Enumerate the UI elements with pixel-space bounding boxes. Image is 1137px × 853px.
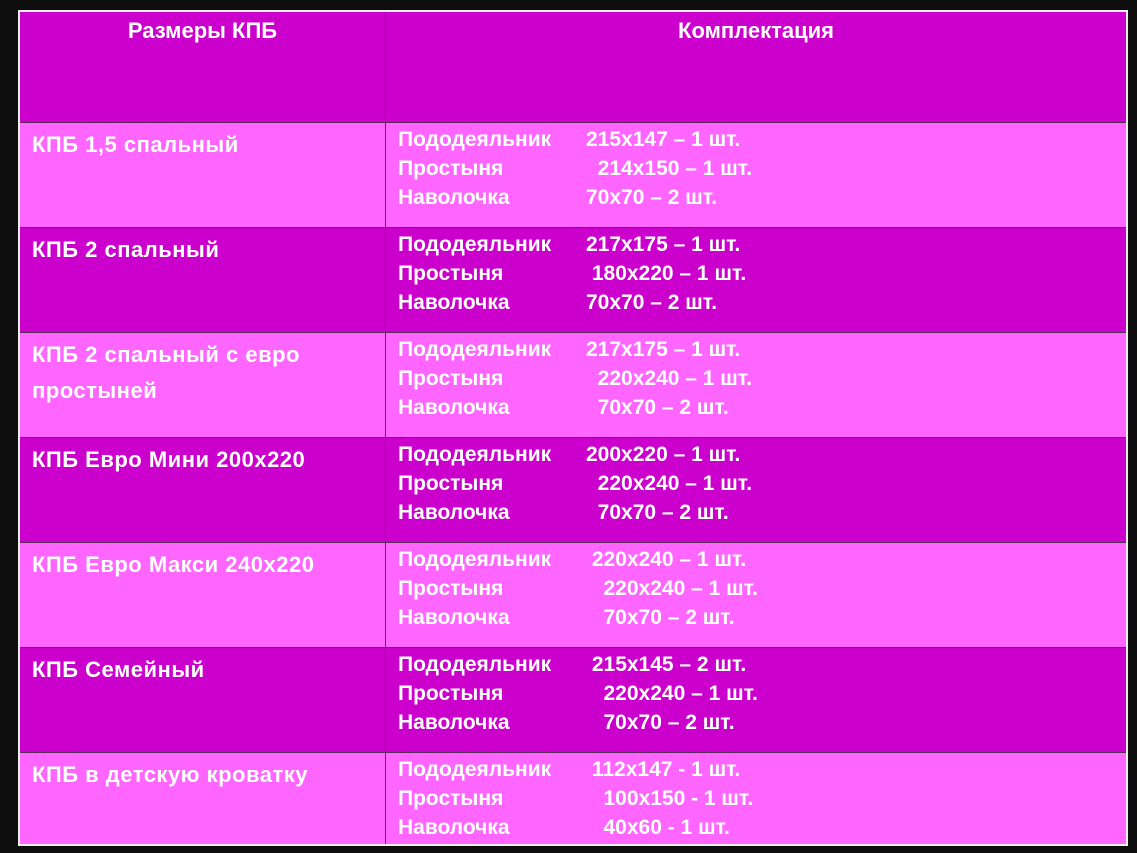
list-item: Пододеяльник 200х220 – 1 шт. xyxy=(398,440,1114,469)
item-label: Наволочка xyxy=(398,711,510,734)
item-value: 70х70 – 2 шт. xyxy=(586,396,729,419)
table-row: КПБ Евро Макси 240х220 Пододеяльник 220х2… xyxy=(18,542,1128,648)
list-item: Наволочка 70х70 – 2 шт. xyxy=(398,603,1114,632)
list-item: Наволочка 70х70 – 2 шт. xyxy=(398,708,1114,737)
list-item: Пододеяльник 215х145 – 2 шт. xyxy=(398,650,1114,679)
item-value: 180х220 – 1 шт. xyxy=(586,262,747,285)
item-value: 200х220 – 1 шт. xyxy=(586,443,741,466)
list-item: Наволочка 70х70 – 2 шт. xyxy=(398,183,1114,212)
item-value: 214х150 – 1 шт. xyxy=(586,157,753,180)
list-item: Пододеяльник 215х147 – 1 шт. xyxy=(398,125,1114,154)
item-label: Простыня xyxy=(398,577,504,600)
item-label: Простыня xyxy=(398,682,504,705)
bedding-sets-table: Размеры КПБ Комплектация КПБ 1,5 спальны… xyxy=(18,10,1128,846)
table-row: КПБ 1,5 спальный Пододеяльник 215х147 – 1 … xyxy=(18,122,1128,228)
set-contents-cell: Пододеяльник 215х145 – 2 шт. Простыня 220… xyxy=(385,647,1128,753)
item-value: 217х175 – 1 шт. xyxy=(586,338,741,361)
item-label: Пододеяльник xyxy=(398,443,552,466)
set-size-cell: КПБ Евро Макси 240х220 xyxy=(18,542,386,648)
list-item: Пододеяльник 217х175 – 1 шт. xyxy=(398,230,1114,259)
item-label: Простыня xyxy=(398,787,504,810)
list-item: Простыня 100х150 - 1 шт. xyxy=(398,784,1114,813)
item-label: Простыня xyxy=(398,262,504,285)
header-contents: Комплектация xyxy=(385,10,1128,123)
item-value: 100х150 - 1 шт. xyxy=(586,787,754,810)
item-value: 70х70 – 2 шт. xyxy=(586,606,735,629)
table-row: КПБ в детскую кроватку Пододеяльник 112х1… xyxy=(18,752,1128,846)
item-label: Наволочка xyxy=(398,186,510,209)
item-value: 112х147 - 1 шт. xyxy=(586,758,741,781)
item-label: Пододеяльник xyxy=(398,758,552,781)
set-contents-cell: Пододеяльник 215х147 – 1 шт. Простыня 214х… xyxy=(385,122,1128,228)
item-value: 70х70 – 2 шт. xyxy=(586,291,718,314)
set-contents-cell: Пододеяльник 217х175 – 1 шт. Простыня 180х… xyxy=(385,227,1128,333)
table-row: КПБ 2 спальный Пододеяльник 217х175 – 1 шт… xyxy=(18,227,1128,333)
header-row: Размеры КПБ Комплектация xyxy=(18,10,1128,123)
set-contents-cell: Пододеяльник 220х240 – 1 шт. Простыня 220… xyxy=(385,542,1128,648)
item-value: 70х70 – 2 шт. xyxy=(586,186,718,209)
table-row: КПБ 2 спальный с евро простыней Пододеяль… xyxy=(18,332,1128,438)
header-sizes: Размеры КПБ xyxy=(18,10,386,123)
set-size-cell: КПБ Евро Мини 200х220 xyxy=(18,437,386,543)
set-contents-cell: Пододеяльник 200х220 – 1 шт. Простыня 220х… xyxy=(385,437,1128,543)
list-item: Простыня 180х220 – 1 шт. xyxy=(398,259,1114,288)
item-value: 70х70 – 2 шт. xyxy=(586,501,729,524)
list-item: Наволочка 70х70 – 2 шт. xyxy=(398,393,1114,422)
list-item: Простыня 220х240 – 1 шт. xyxy=(398,469,1114,498)
item-label: Пододеяльник xyxy=(398,338,552,361)
list-item: Наволочка 40х60 - 1 шт. xyxy=(398,813,1114,842)
set-contents-cell: Пододеяльник 112х147 - 1 шт. Простыня 100… xyxy=(385,752,1128,846)
item-value: 220х240 – 1 шт. xyxy=(586,577,758,600)
set-size-cell: КПБ 2 спальный с евро простыней xyxy=(18,332,386,438)
item-value: 220х240 – 1 шт. xyxy=(586,367,753,390)
list-item: Пододеяльник 217х175 – 1 шт. xyxy=(398,335,1114,364)
item-value: 220х240 – 1 шт. xyxy=(586,548,747,571)
item-value: 40х60 - 1 шт. xyxy=(586,816,730,839)
item-value: 217х175 – 1 шт. xyxy=(586,233,741,256)
item-label: Наволочка xyxy=(398,816,510,839)
list-item: Простыня 214х150 – 1 шт. xyxy=(398,154,1114,183)
list-item: Простыня 220х240 – 1 шт. xyxy=(398,574,1114,603)
item-label: Наволочка xyxy=(398,291,510,314)
list-item: Простыня 220х240 – 1 шт. xyxy=(398,364,1114,393)
list-item: Наволочка 70х70 – 2 шт. xyxy=(398,498,1114,527)
item-label: Пододеяльник xyxy=(398,233,552,256)
set-size-cell: КПБ в детскую кроватку xyxy=(18,752,386,846)
item-label: Пододеяльник xyxy=(398,128,552,151)
item-value: 70х70 – 2 шт. xyxy=(586,711,735,734)
set-size-cell: КПБ 2 спальный xyxy=(18,227,386,333)
list-item: Пододеяльник 220х240 – 1 шт. xyxy=(398,545,1114,574)
set-size-cell: КПБ 1,5 спальный xyxy=(18,122,386,228)
set-size-cell: КПБ Семейный xyxy=(18,647,386,753)
item-label: Простыня xyxy=(398,472,504,495)
table-row: КПБ Евро Мини 200х220 Пододеяльник 200х220… xyxy=(18,437,1128,543)
item-value: 220х240 – 1 шт. xyxy=(586,682,758,705)
item-label: Простыня xyxy=(398,157,504,180)
item-label: Наволочка xyxy=(398,501,510,524)
item-label: Наволочка xyxy=(398,396,510,419)
item-label: Пододеяльник xyxy=(398,548,552,571)
list-item: Наволочка 70х70 – 2 шт. xyxy=(398,288,1114,317)
item-value: 220х240 – 1 шт. xyxy=(586,472,753,495)
item-value: 215х145 – 2 шт. xyxy=(586,653,747,676)
set-contents-cell: Пододеяльник 217х175 – 1 шт. Простыня 220х… xyxy=(385,332,1128,438)
item-label: Пододеяльник xyxy=(398,653,552,676)
table-row: КПБ Семейный Пододеяльник 215х145 – 2 шт.… xyxy=(18,647,1128,753)
item-value: 215х147 – 1 шт. xyxy=(586,128,741,151)
item-label: Наволочка xyxy=(398,606,510,629)
item-label: Простыня xyxy=(398,367,504,390)
list-item: Простыня 220х240 – 1 шт. xyxy=(398,679,1114,708)
list-item: Пододеяльник 112х147 - 1 шт. xyxy=(398,755,1114,784)
